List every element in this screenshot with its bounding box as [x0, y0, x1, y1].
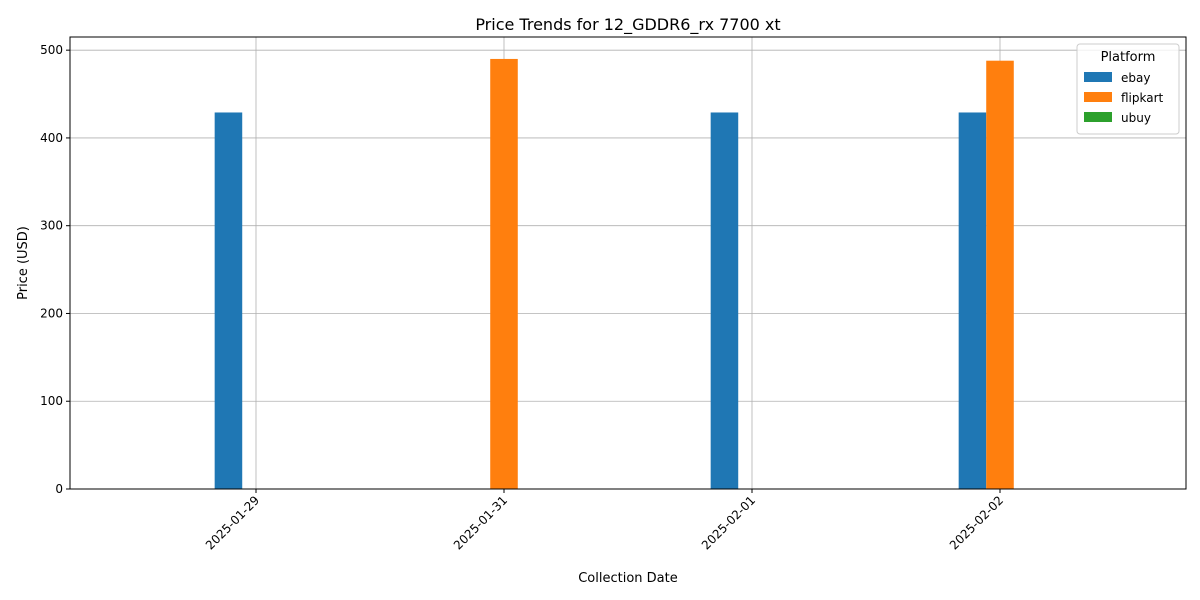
legend-label-ebay: ebay: [1121, 71, 1150, 85]
y-tick-label: 500: [40, 43, 63, 57]
bar-ebay: [958, 112, 987, 489]
y-tick-label: 100: [40, 394, 63, 408]
bar-flipkart: [490, 58, 518, 490]
legend-swatch-ubuy: [1084, 112, 1112, 122]
y-tick-label: 400: [40, 131, 63, 145]
legend: Platform ebay flipkart ubuy: [1076, 43, 1180, 135]
legend-items: ebay flipkart ubuy: [1084, 71, 1164, 125]
legend-swatch-flipkart: [1084, 92, 1112, 102]
y-axis-label: Price (USD): [16, 226, 31, 300]
bar-ebay: [710, 112, 739, 489]
y-axis: 0 100 200 300 400 500: [40, 43, 70, 496]
legend-label-ubuy: ubuy: [1121, 111, 1151, 125]
y-tick-label: 300: [40, 219, 63, 233]
legend-swatch-ebay: [1084, 72, 1112, 82]
legend-title: Platform: [1101, 50, 1156, 65]
plot-frame: [69, 36, 1187, 490]
bar-ebay: [214, 112, 243, 489]
legend-label-flipkart: flipkart: [1121, 91, 1164, 105]
bars: [214, 58, 1014, 490]
y-tick-label: 200: [40, 306, 63, 320]
legend-box: [1076, 43, 1180, 135]
x-axis-label: Collection Date: [578, 571, 678, 586]
chart-title: Price Trends for 12_GDDR6_rx 7700 xt: [475, 15, 780, 35]
y-tick-label: 0: [55, 482, 63, 496]
bar-flipkart: [986, 60, 1014, 490]
